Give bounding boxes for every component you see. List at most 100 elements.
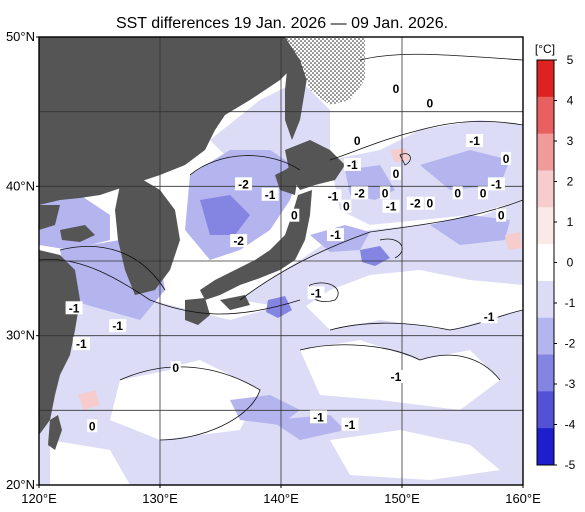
colorbar-swatch [537,96,554,135]
lon-axis-labels: 120°E 130°E 140°E 150°E 160°E [21,485,541,506]
lon-tick-label: 160°E [505,491,541,506]
contour-label: 0 [172,361,179,375]
contour-label-bg [65,301,83,315]
colorbar-tick-label: 4 [567,94,574,108]
lon-grid [159,37,403,485]
lat-tick-label: 50°N [6,29,35,44]
contour-label: -1 [69,301,80,315]
contour-label: -1 [391,370,402,384]
land-hokkaido [285,140,345,190]
contour-label-bg [341,199,352,213]
contour-label-layer: 00-100-10-2-1-1-1 -2 0 0 00 -1 -2 00 0-1-2-1-1-1… [65,81,512,433]
colorbar-tick-label: -3 [565,377,576,391]
contour-label-bg [480,310,498,324]
colorbar-swatch [537,428,554,466]
contour-label: -1 [347,158,358,172]
contour-label-bg [501,151,512,165]
contour-label: -1 [313,410,324,424]
contour-label: 0 [291,209,298,223]
contour-label: 0 [343,200,350,214]
contour-label-bg [390,166,401,180]
neutral-patch-south-4 [50,440,130,485]
contour-label-bg [390,81,401,95]
contour-label-bg [343,157,361,171]
contour-label: -1 [112,319,123,333]
colorbar-tick-label: 5 [567,53,574,67]
land-china-coast [39,205,80,435]
cooling-region-japan-sea-strong [200,195,250,235]
contour-label: 0 [503,152,510,166]
contour-label: 0 [393,82,400,96]
colorbar-swatches [536,59,555,466]
contour-label-bg [424,96,435,110]
contour-label-bg [234,177,252,191]
colorbar-tick-label: -2 [565,337,576,351]
contour-label: 0 [426,97,433,111]
contour-label: -2 [354,186,365,200]
land-korea [115,178,180,295]
neutral-patch-south-3 [330,430,500,480]
contour-label-bg [380,186,391,200]
contour-label: 0 [498,209,505,223]
contour-label-bg [87,419,98,433]
contour-label: -1 [386,200,397,214]
colorbar-swatch [537,244,554,282]
colorbar-swatch [537,170,554,208]
contour-label: 0 [454,186,461,200]
colorbar-swatch [537,207,554,245]
warming-patch-taiwan [78,390,100,410]
contour-label: -1 [76,337,87,351]
colorbar-tick-label: 1 [567,215,574,229]
neutral-patch-south-1 [110,360,260,440]
contour-label-bg [351,186,369,200]
contour-label-bg [487,177,505,191]
colorbar-tick-label: 0 [567,256,574,270]
lat-tick-label: 30°N [6,328,35,343]
land-honshu [200,190,312,300]
contour-label: -1 [265,188,276,202]
contour-label-bg [424,196,435,210]
contour-label-bg [382,199,400,213]
colorbar-tick-labels: 5 4 3 2 1 0 -1 -2 -3 -4 -5 [554,53,576,472]
colorbar-tick-label: -1 [565,296,576,310]
colorbar-swatch [537,317,554,356]
contour-label-bg [230,234,248,248]
land-asia-mainland [39,37,300,205]
contour-label-bg [72,337,90,351]
contour-label-bg [326,228,344,242]
contour-label-bg [466,134,484,148]
cooling-region-east-mid [430,215,510,245]
contour-label: -1 [328,189,339,203]
contour-label: -1 [469,134,480,148]
colorbar-tick-label: -4 [565,418,576,432]
warming-patch-east [505,232,522,250]
colorbar-swatch [537,354,554,392]
land-shandong [60,225,95,242]
contour-label-bg [307,286,325,300]
colorbar-swatch [537,60,554,98]
contour-label-bg [478,186,489,200]
contour-label-bg [341,417,359,431]
contour-label-bg [452,186,463,200]
map-title: SST differences 19 Jan. 2026 — 09 Jan. 2… [116,15,448,32]
contour-label: 0 [382,186,389,200]
contour-label: 0 [354,134,361,148]
contour-label-bg [387,369,405,383]
contour-label: 0 [393,167,400,181]
colorbar: [°C] 5 4 3 2 1 0 -1 -2 -3 -4 -5 [535,42,576,472]
land-taiwan [48,415,62,450]
contour-label-bg [261,187,279,201]
contour-label: -2 [238,177,249,191]
contour-label-bg [170,361,181,375]
lon-tick-label: 130°E [142,491,178,506]
contour-label-bg [352,134,363,148]
colorbar-swatch [537,391,554,429]
contour-label: -2 [410,197,421,211]
colorbar-tick-label: 3 [567,134,574,148]
lon-tick-label: 140°E [263,491,299,506]
contour-label: -1 [491,177,502,191]
cooling-patch-south-strong [266,296,292,318]
colorbar-units: [°C] [535,42,555,56]
contour-lines [39,53,523,441]
contour-label: -1 [345,418,356,432]
